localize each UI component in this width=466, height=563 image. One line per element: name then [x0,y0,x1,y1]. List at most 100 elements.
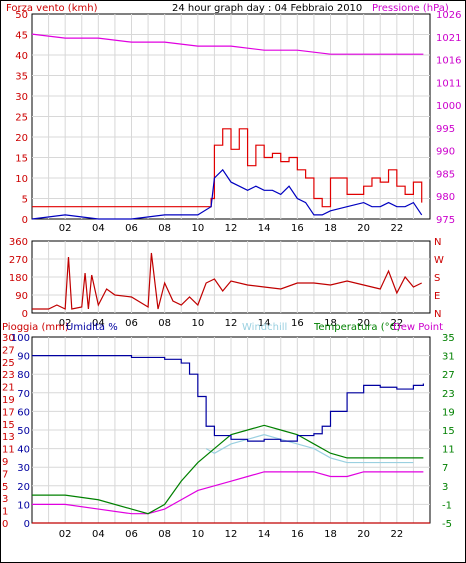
x-tick-label: 20 [357,529,370,540]
temperature-tick: 7 [442,463,448,474]
pressure-tick: 995 [436,124,455,135]
pressure-tick: 975 [436,215,455,226]
x-tick-label: 02 [59,223,72,234]
rain-tick: 25 [2,358,15,369]
temperature-tick: 19 [442,407,455,418]
pressure-tick: 1011 [436,78,461,89]
pressure-tick: 1021 [436,33,461,44]
x-tick-label: 04 [92,223,105,234]
pressure-tick: 1016 [436,56,461,67]
x-tick-label: 02 [59,318,72,329]
x-tick-label: 22 [390,318,403,329]
humidity-tick: 50 [17,426,30,437]
rain-tick: 17 [2,407,15,418]
dew-point-title: Dew Point [393,322,443,333]
wind-speed-tick: 5 [22,195,28,206]
humidity-title: Umidita % [66,322,118,333]
windchill-line [205,434,414,464]
wind-speed-tick: 25 [15,113,28,124]
x-tick-label: 12 [225,529,238,540]
graph-date-title: 24 hour graph day : 04 Febbraio 2010 [172,3,362,14]
x-tick-label: 04 [92,318,105,329]
x-tick-label: 22 [390,529,403,540]
humidity-tick: 80 [17,370,30,381]
wind-average-line [31,168,423,220]
temperature-tick: -5 [442,519,452,530]
direction-degree-tick: 0 [22,309,28,320]
dew-point-line [32,471,424,515]
direction-compass-tick: S [434,273,440,284]
rain-tick: 27 [2,345,15,356]
wind-speed-tick: 50 [15,10,28,21]
wind-gust-line [32,128,423,208]
pressure-tick: 980 [436,192,455,203]
humidity-line [32,355,424,442]
rain-tick: 0 [2,519,8,530]
wind-speed-tick: 0 [22,215,28,226]
x-tick-label: 08 [158,318,171,329]
x-tick-label: 06 [125,318,138,329]
rain-title: Pioggia (mm) [2,322,69,333]
humidity-tick: 100 [11,333,30,344]
direction-degree-tick: 90 [15,291,28,302]
rain-tick: 13 [2,432,15,443]
temperature-tick: -1 [442,500,452,511]
rain-tick: 30 [2,333,15,344]
wind-speed-tick: 30 [15,92,28,103]
rain-tick: 7 [2,469,8,480]
humidity-tick: 0 [24,519,30,530]
x-tick-label: 08 [158,529,171,540]
direction-degree-tick: 180 [9,273,28,284]
x-tick-label: 14 [258,223,271,234]
x-tick-label: 10 [191,318,204,329]
temperature-tick: 23 [442,389,455,400]
direction-compass-tick: N [434,309,441,320]
wind-pressure-panel: Forza vento (kmh) 24 hour graph day : 04… [6,3,461,234]
wind-speed-title: Forza vento (kmh) [6,3,98,14]
x-tick-label: 18 [324,529,337,540]
pressure-title: Pressione (hPa) [372,3,449,14]
temperature-tick: 11 [442,445,455,456]
wind-speed-tick: 40 [15,51,28,62]
x-tick-label: 18 [324,318,337,329]
wind-speed-tick: 20 [15,133,28,144]
windchill-title: Windchill [242,322,287,333]
wind-speed-tick: 10 [15,174,28,185]
pressure-tick: 985 [436,169,455,180]
x-tick-label: 16 [291,318,304,329]
x-tick-label: 10 [191,529,204,540]
humidity-tick: 20 [17,482,30,493]
x-tick-label: 18 [324,223,337,234]
temperature-line [32,424,424,515]
humidity-tick: 10 [17,500,30,511]
direction-compass-tick: E [434,291,440,302]
rain-tick: 15 [2,420,15,431]
rain-tick: 11 [2,445,15,456]
rain-tick: 3 [2,494,8,505]
wind-direction-line [32,252,422,310]
rain-tick: 9 [2,457,8,468]
temperature-tick: 15 [442,426,455,437]
pressure-tick: 990 [436,147,455,158]
pressure-line [31,33,424,55]
x-tick-label: 12 [225,318,238,329]
rain-tick: 23 [2,370,15,381]
direction-compass-tick: N [434,237,441,248]
x-tick-label: 12 [225,223,238,234]
x-tick-label: 14 [258,529,271,540]
temperature-tick: 31 [442,352,455,363]
wind-speed-tick: 35 [15,72,28,83]
wind-speed-tick: 45 [15,31,28,42]
x-tick-label: 02 [59,529,72,540]
pressure-tick: 1000 [436,101,461,112]
x-tick-label: 22 [390,223,403,234]
x-tick-label: 14 [258,318,271,329]
humidity-tick: 60 [17,407,30,418]
temperature-title: Temperatura (°C) [313,322,401,333]
temperature-tick: 3 [442,482,448,493]
direction-degree-tick: 270 [9,255,28,266]
humidity-tick: 70 [17,389,30,400]
rain-tick: 21 [2,383,15,394]
